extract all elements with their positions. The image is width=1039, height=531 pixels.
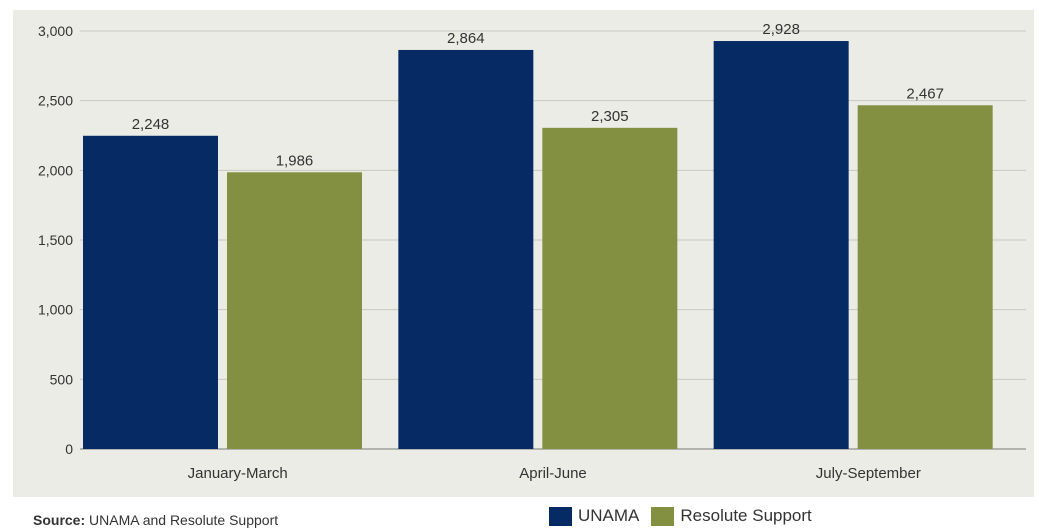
source-note: Source: UNAMA and Resolute Support [33,512,278,528]
bar-resolute-support [227,172,362,449]
chart-footer: Source: UNAMA and Resolute Support UNAMA… [0,500,1039,531]
data-label: 2,864 [447,30,485,47]
x-tick-label: July-September [816,465,921,482]
y-tick-label: 500 [50,371,74,387]
legend-item-unama: UNAMA [549,506,639,526]
y-tick-label: 1,000 [38,302,73,318]
y-tick-label: 2,000 [38,162,73,178]
bar-chart-svg: 0 500 1,000 1,500 2,000 2,500 3,000 2,248 1,986 J… [13,10,1034,497]
x-tick-label: January-March [188,465,288,482]
y-tick-label: 1,500 [38,232,73,248]
legend-swatch-unama [549,506,572,526]
y-tick-label: 3,000 [38,23,73,39]
legend-item-resolute-support: Resolute Support [651,506,812,526]
legend: UNAMA Resolute Support [549,506,824,526]
data-label: 2,928 [762,21,800,38]
legend-label-resolute-support: Resolute Support [680,506,812,525]
x-tick-label: April-June [519,465,587,482]
data-label: 2,248 [132,116,170,133]
bar-resolute-support [857,105,993,450]
data-label: 1,986 [276,152,314,169]
bar-resolute-support [542,127,678,449]
y-tick-label: 0 [65,441,73,457]
y-tick-label: 2,500 [38,93,73,109]
source-label: Source: [33,512,86,528]
legend-label-unama: UNAMA [578,506,640,525]
bar-unama [83,135,218,449]
data-label: 2,305 [591,108,629,125]
source-text: UNAMA and Resolute Support [89,512,279,528]
bar-unama [713,41,849,449]
data-label: 2,467 [906,85,944,102]
legend-swatch-resolute-support [651,506,675,526]
bar-unama [398,49,534,449]
